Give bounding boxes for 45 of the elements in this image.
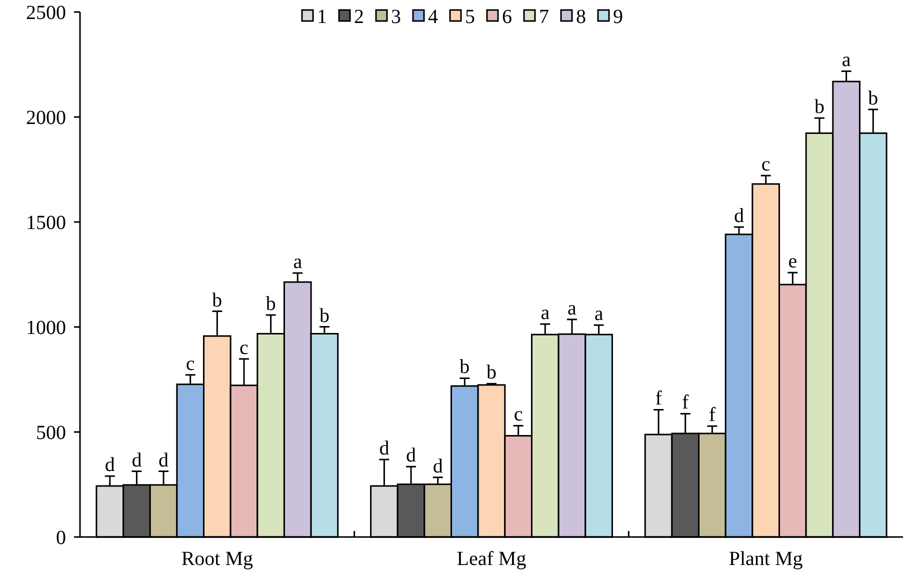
data-label: d <box>406 444 416 467</box>
data-label: f <box>655 388 662 410</box>
data-label: b <box>814 96 824 118</box>
legend-label: 6 <box>502 6 512 28</box>
data-label: c <box>514 404 523 426</box>
x-tick-label: Leaf Mg <box>456 548 526 570</box>
legend-label: 1 <box>317 6 327 28</box>
x-tick-label: Plant Mg <box>728 548 803 570</box>
data-label: a <box>293 251 302 274</box>
data-label: a <box>568 297 577 320</box>
data-label: d <box>158 449 169 472</box>
data-label: b <box>868 87 878 110</box>
data-label: c <box>240 336 249 359</box>
data-label: d <box>432 455 443 478</box>
data-label: f <box>682 392 690 414</box>
data-label: b <box>486 362 496 384</box>
data-label: e <box>788 250 798 273</box>
data-label: a <box>842 49 851 72</box>
legend-label: 2 <box>354 6 364 28</box>
data-label: a <box>594 303 604 326</box>
data-label: b <box>319 304 330 327</box>
y-tick-label: 2000 <box>26 107 66 129</box>
data-label: d <box>132 449 142 472</box>
data-label: b <box>266 293 276 316</box>
data-label: d <box>734 205 744 228</box>
y-tick-label: 1000 <box>26 317 66 339</box>
legend-label: 7 <box>539 6 549 28</box>
legend-label: 9 <box>613 6 623 28</box>
data-label: d <box>379 438 390 460</box>
x-tick-label: Root Mg <box>181 548 254 570</box>
data-label: b <box>212 289 222 312</box>
data-label: d <box>104 454 115 476</box>
y-tick-label: 2500 <box>26 2 66 24</box>
data-label: f <box>708 404 716 426</box>
legend-label: 4 <box>428 6 438 28</box>
legend-label: 3 <box>391 6 401 28</box>
data-label: c <box>761 154 770 176</box>
legend-label: 8 <box>576 6 586 28</box>
y-tick-label: 1500 <box>26 212 66 234</box>
data-label: c <box>186 352 195 375</box>
data-label: a <box>540 302 550 324</box>
legend-label: 5 <box>465 6 475 28</box>
y-tick-label: 0 <box>56 527 66 549</box>
y-tick-label: 500 <box>36 422 66 444</box>
data-label: b <box>460 356 470 378</box>
